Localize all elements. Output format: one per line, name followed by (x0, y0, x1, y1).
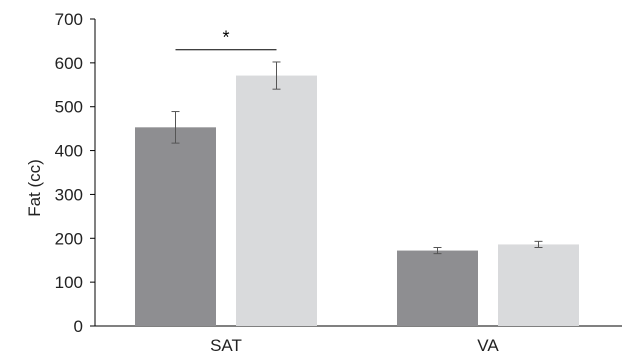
significance-marker: * (222, 28, 229, 48)
y-axis: 0 100 200 300 400 500 600 700 (55, 10, 96, 336)
y-tick-label: 400 (55, 142, 83, 161)
y-axis-label: Fat (cc) (25, 159, 44, 217)
bar (135, 127, 216, 326)
x-axis: SAT VA (95, 325, 622, 355)
y-tick-label: 0 (74, 317, 83, 336)
y-tick-label: 500 (55, 98, 83, 117)
y-tick-label: 600 (55, 54, 83, 73)
annotations: * (175, 28, 277, 51)
bar (498, 244, 579, 326)
error-bars (171, 61, 543, 255)
x-tick-label: SAT (210, 336, 242, 355)
bar (236, 75, 317, 326)
y-tick-label: 700 (55, 10, 83, 29)
y-tick-label: 100 (55, 273, 83, 292)
x-tick-label: VA (477, 336, 499, 355)
bar (397, 250, 478, 326)
bars (135, 75, 579, 326)
y-tick-label: 200 (55, 229, 83, 248)
y-tick-label: 300 (55, 185, 83, 204)
